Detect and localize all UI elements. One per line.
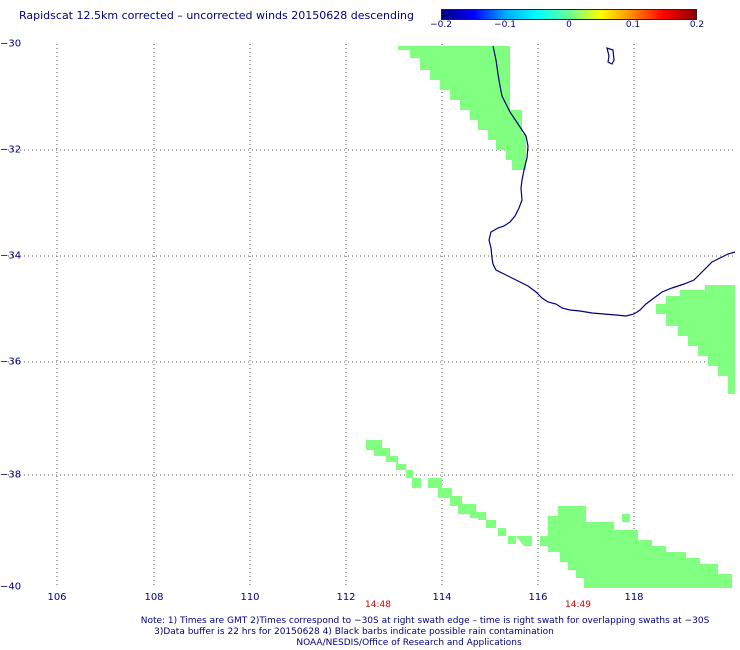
lon-label: 108 [144,592,164,603]
swath-cells [656,285,735,394]
lat-label: −36 [0,356,22,368]
lon-label: 106 [47,592,67,603]
colorbar [441,9,697,20]
lat-label: −32 [0,144,22,156]
colorbar-tick: −0.2 [430,20,452,30]
swath-time-label: 14:48 [365,600,391,610]
coastline [488,45,736,317]
footnote-line: NOAA/NESDIS/Office of Research and Appli… [296,638,522,648]
colorbar-tick: 0.1 [625,20,641,30]
colorbar-tick: 0.2 [689,20,705,30]
lon-label: 112 [336,592,356,603]
footnote-line: Note: 1) Times are GMT 2)Times correspon… [140,616,710,626]
lon-label: 118 [624,592,644,603]
chart-title: Rapidscat 12.5km corrected – uncorrected… [19,9,415,22]
swath-cells [366,440,421,488]
swath-cells [428,478,516,544]
swath-cells [516,536,532,546]
lat-label: −38 [0,469,22,481]
swath-cells [622,514,630,522]
footnote-line: 3)Data buffer is 22 hrs for 20150628 4) … [154,627,554,637]
lon-label: 114 [432,592,452,603]
coastline-west [488,45,736,317]
lat-label: −30 [0,38,22,50]
lat-label: −34 [0,250,22,262]
swath-time-label: 14:49 [565,600,591,610]
lon-label: 110 [240,592,260,603]
island [606,47,615,65]
colorbar-tick: 0 [566,20,572,30]
graticule [8,44,735,588]
wind-difference-swaths [366,46,735,588]
lat-label: −40 [0,581,22,593]
swath-cells [398,46,526,170]
lon-label: 116 [528,592,548,603]
swath-cells [540,506,732,588]
colorbar-tick: −0.1 [494,20,516,30]
swath-cells [478,512,486,520]
